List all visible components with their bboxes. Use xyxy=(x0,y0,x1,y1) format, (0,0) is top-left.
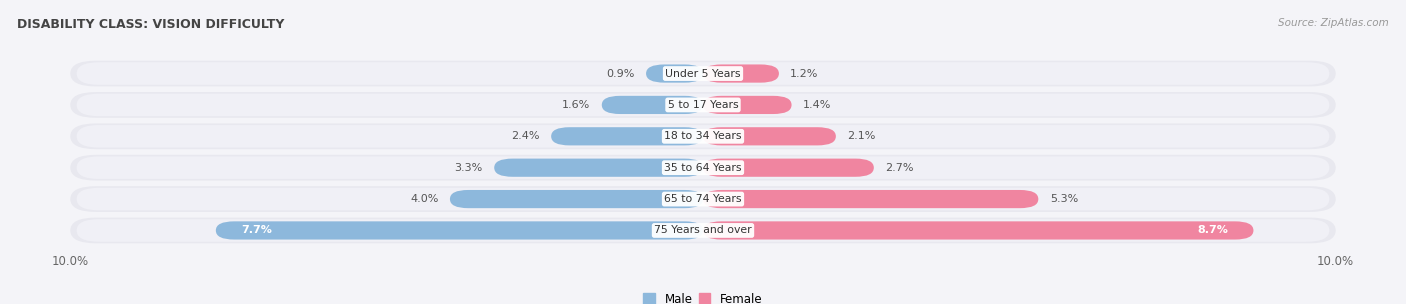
FancyBboxPatch shape xyxy=(450,190,703,208)
FancyBboxPatch shape xyxy=(76,219,1330,242)
FancyBboxPatch shape xyxy=(70,123,1336,149)
Text: 5 to 17 Years: 5 to 17 Years xyxy=(668,100,738,110)
Text: 35 to 64 Years: 35 to 64 Years xyxy=(664,163,742,173)
Text: 1.2%: 1.2% xyxy=(790,68,818,78)
Text: 1.4%: 1.4% xyxy=(803,100,831,110)
Text: Source: ZipAtlas.com: Source: ZipAtlas.com xyxy=(1278,18,1389,28)
FancyBboxPatch shape xyxy=(76,188,1330,210)
Text: DISABILITY CLASS: VISION DIFFICULTY: DISABILITY CLASS: VISION DIFFICULTY xyxy=(17,18,284,31)
Text: 2.7%: 2.7% xyxy=(886,163,914,173)
FancyBboxPatch shape xyxy=(703,190,1039,208)
Legend: Male, Female: Male, Female xyxy=(644,293,762,304)
FancyBboxPatch shape xyxy=(647,64,703,83)
FancyBboxPatch shape xyxy=(551,127,703,145)
Text: 5.3%: 5.3% xyxy=(1050,194,1078,204)
FancyBboxPatch shape xyxy=(70,155,1336,181)
Text: 18 to 34 Years: 18 to 34 Years xyxy=(664,131,742,141)
FancyBboxPatch shape xyxy=(602,96,703,114)
Text: 0.9%: 0.9% xyxy=(606,68,634,78)
FancyBboxPatch shape xyxy=(215,221,703,240)
FancyBboxPatch shape xyxy=(70,186,1336,212)
FancyBboxPatch shape xyxy=(76,125,1330,148)
FancyBboxPatch shape xyxy=(70,218,1336,243)
FancyBboxPatch shape xyxy=(703,127,835,145)
FancyBboxPatch shape xyxy=(76,156,1330,179)
FancyBboxPatch shape xyxy=(70,92,1336,118)
Text: Under 5 Years: Under 5 Years xyxy=(665,68,741,78)
FancyBboxPatch shape xyxy=(703,96,792,114)
Text: 8.7%: 8.7% xyxy=(1198,226,1229,236)
FancyBboxPatch shape xyxy=(70,61,1336,86)
Text: 7.7%: 7.7% xyxy=(242,226,271,236)
FancyBboxPatch shape xyxy=(703,64,779,83)
Text: 3.3%: 3.3% xyxy=(454,163,482,173)
Text: 1.6%: 1.6% xyxy=(562,100,591,110)
Text: 2.1%: 2.1% xyxy=(848,131,876,141)
Text: 4.0%: 4.0% xyxy=(411,194,439,204)
Text: 2.4%: 2.4% xyxy=(512,131,540,141)
FancyBboxPatch shape xyxy=(495,159,703,177)
FancyBboxPatch shape xyxy=(703,159,875,177)
FancyBboxPatch shape xyxy=(703,221,1254,240)
Text: 75 Years and over: 75 Years and over xyxy=(654,226,752,236)
Text: 65 to 74 Years: 65 to 74 Years xyxy=(664,194,742,204)
FancyBboxPatch shape xyxy=(76,62,1330,85)
FancyBboxPatch shape xyxy=(76,94,1330,116)
